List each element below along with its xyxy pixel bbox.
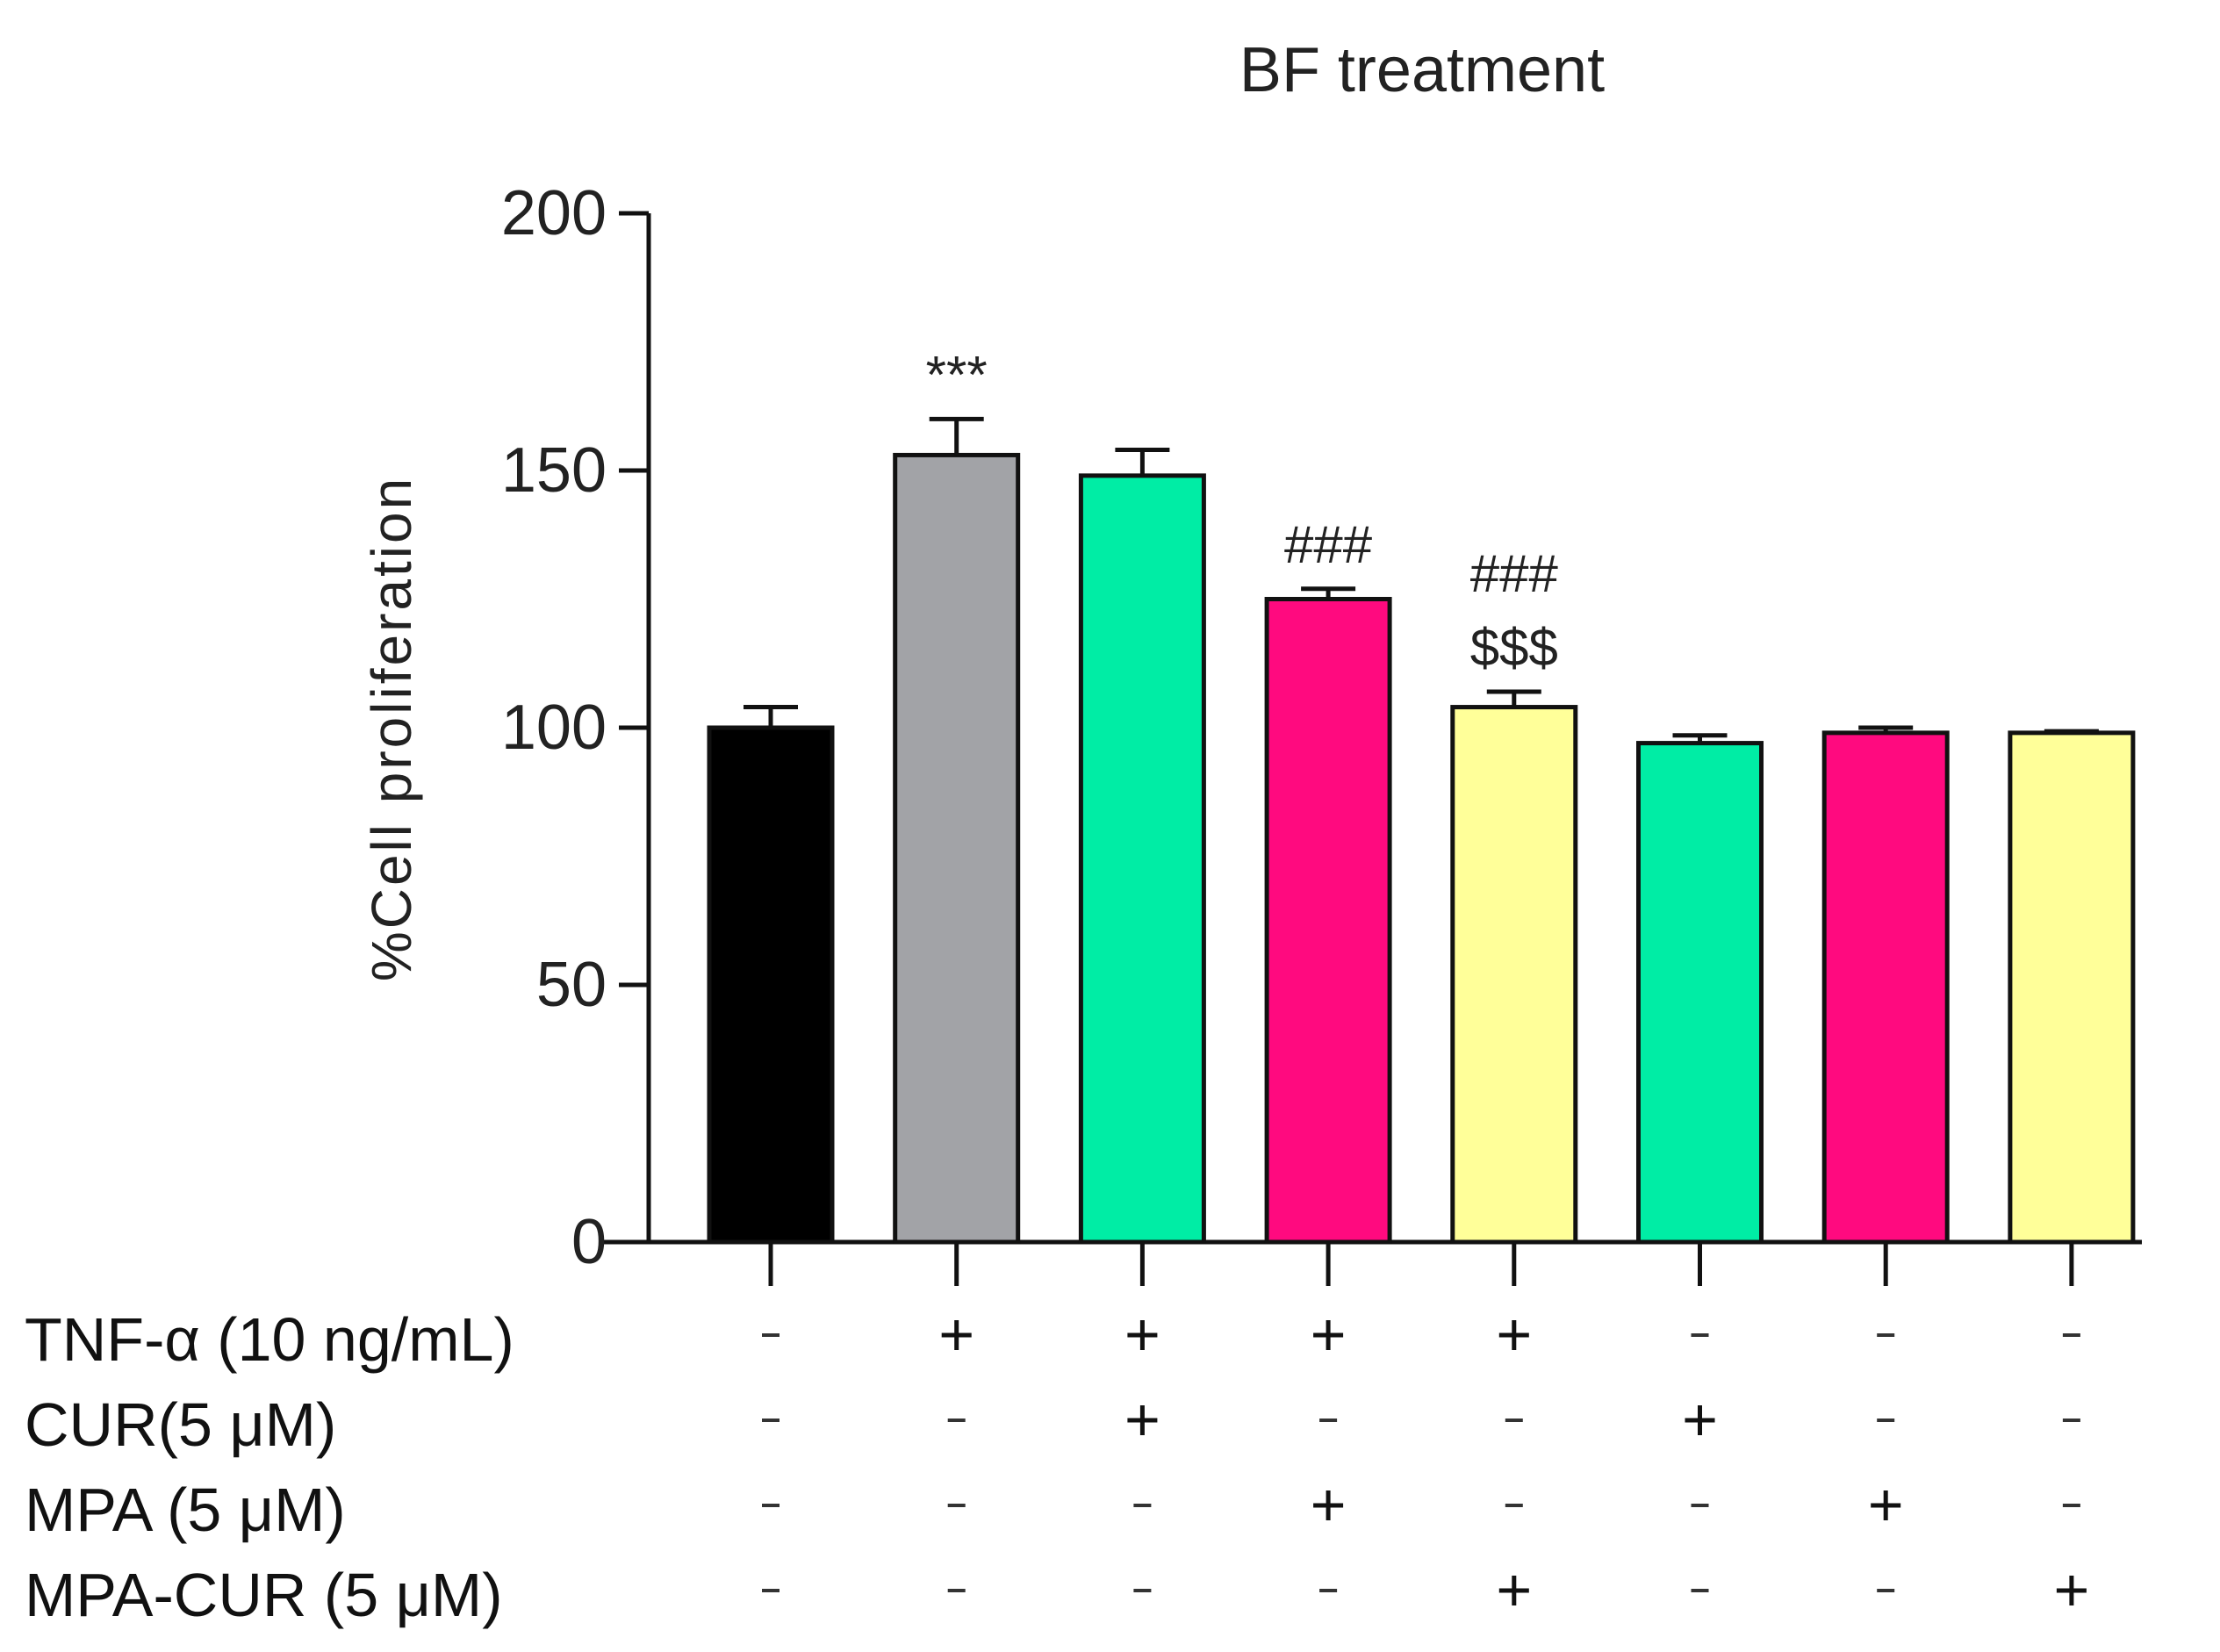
y-tick-label: 50	[536, 950, 607, 1020]
bar	[2008, 730, 2136, 1245]
bar	[1264, 597, 1392, 1245]
treatment-row-label: TNF-α (10 ng/mL)	[25, 1305, 514, 1374]
bar	[1821, 730, 1950, 1245]
significance-label: ###	[1284, 515, 1373, 574]
significance-label: ### $$$	[1470, 544, 1559, 677]
bar	[1078, 473, 1206, 1245]
significance-label: ***	[926, 345, 988, 404]
chart-title: BF treatment	[1239, 35, 1605, 105]
treatment-row-label: MPA (5 μM)	[25, 1476, 346, 1544]
bar	[1450, 705, 1578, 1245]
y-tick-label: 150	[501, 435, 607, 506]
y-axis-label: %Cell proliferation	[360, 476, 423, 981]
bar	[893, 452, 1021, 1245]
bar	[707, 725, 835, 1245]
y-tick-label: 100	[501, 693, 607, 763]
bar	[1636, 741, 1764, 1245]
treatment-row-label: CUR(5 μM)	[25, 1390, 336, 1459]
y-tick-label: 0	[571, 1207, 607, 1277]
treatment-row-label: MPA-CUR (5 μM)	[25, 1561, 503, 1629]
y-tick-label: 200	[501, 178, 607, 248]
